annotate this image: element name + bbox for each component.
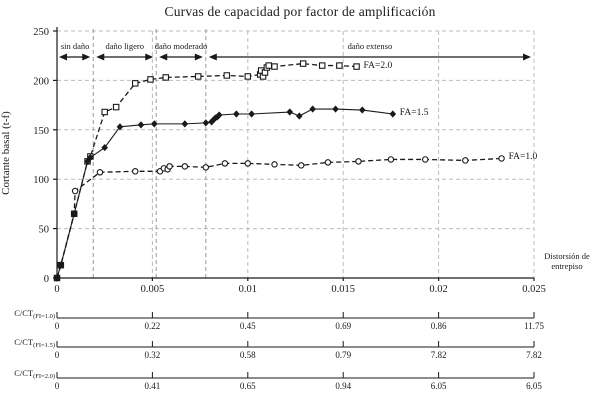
svg-text:0.01: 0.01 <box>239 284 257 295</box>
svg-text:6.05: 6.05 <box>431 381 447 391</box>
svg-text:7.82: 7.82 <box>431 350 447 360</box>
secondary-scale-2: 0 0.32 0.58 0.79 7.82 7.82 <box>55 341 542 360</box>
secondary-scale-label-1: C/CT(FI=1.0) <box>0 308 55 320</box>
svg-text:0.22: 0.22 <box>145 321 161 331</box>
svg-text:0: 0 <box>54 284 59 295</box>
svg-text:0.41: 0.41 <box>145 381 161 391</box>
chart-title: Curvas de capacidad por factor de amplif… <box>164 4 436 19</box>
svg-text:0.65: 0.65 <box>240 381 256 391</box>
svg-text:0.86: 0.86 <box>431 321 447 331</box>
secondary-scale-3: 0 0.41 0.65 0.94 6.05 6.05 <box>55 372 542 391</box>
svg-text:250: 250 <box>33 27 49 38</box>
svg-text:0.025: 0.025 <box>522 284 546 295</box>
svg-text:100: 100 <box>33 175 49 186</box>
scale-2-sub: (FI=1.5) <box>33 342 55 349</box>
series-fa-1-0 <box>53 155 505 282</box>
svg-text:150: 150 <box>33 126 49 137</box>
svg-text:0: 0 <box>55 350 60 360</box>
zone-label-dano-extenso: daño extenso <box>347 41 393 51</box>
svg-text:0: 0 <box>55 381 60 391</box>
svg-text:0.94: 0.94 <box>335 381 351 391</box>
series-label-fa-2-0: FA=2.0 <box>363 60 393 71</box>
secondary-scale-1: 0 0.22 0.45 0.69 0.86 11.75 <box>55 312 544 331</box>
scale-1-sub: (FI=1.0) <box>33 313 55 320</box>
tick-labels: 0 50 100 150 200 250 0 0.005 0.01 0.015 0.02 0.025 <box>33 27 546 295</box>
svg-text:7.82: 7.82 <box>526 350 542 360</box>
scale-3-sub: (FI=2.0) <box>33 373 55 380</box>
x-axis-label: Distorsión de entrepiso <box>544 251 590 272</box>
zone-label-sin-dano: sin daño <box>60 41 90 51</box>
zone-arrows <box>59 53 531 61</box>
zone-label-dano-ligero: daño ligero <box>105 41 144 51</box>
svg-text:0.005: 0.005 <box>141 284 165 295</box>
svg-text:0.45: 0.45 <box>240 321 256 331</box>
svg-text:0.02: 0.02 <box>429 284 447 295</box>
scale-3-main: C/CT <box>14 368 34 378</box>
zone-label-dano-moderado: daño moderado <box>154 41 208 51</box>
series-label-fa-1-0: FA=1.0 <box>508 152 538 163</box>
svg-text:0.79: 0.79 <box>335 350 351 360</box>
damage-zone-boundaries <box>92 29 207 278</box>
scale-1-main: C/CT <box>14 308 34 318</box>
svg-text:0.58: 0.58 <box>240 350 256 360</box>
svg-text:0.32: 0.32 <box>145 350 161 360</box>
secondary-scale-label-2: C/CT(FI=1.5) <box>0 337 55 349</box>
gridlines <box>57 30 535 278</box>
series-label-fa-1-5: FA=1.5 <box>399 107 429 118</box>
series-fa-1-5 <box>53 105 397 282</box>
svg-text:11.75: 11.75 <box>524 321 544 331</box>
secondary-scale-label-3: C/CT(FI=2.0) <box>0 368 55 380</box>
svg-text:0: 0 <box>55 321 60 331</box>
svg-text:0.015: 0.015 <box>331 284 355 295</box>
svg-text:0.69: 0.69 <box>335 321 351 331</box>
axes <box>53 27 535 281</box>
svg-text:200: 200 <box>33 76 49 87</box>
scale-2-main: C/CT <box>14 337 34 347</box>
svg-text:0: 0 <box>44 274 49 285</box>
svg-text:50: 50 <box>39 225 50 236</box>
svg-text:6.05: 6.05 <box>526 381 542 391</box>
